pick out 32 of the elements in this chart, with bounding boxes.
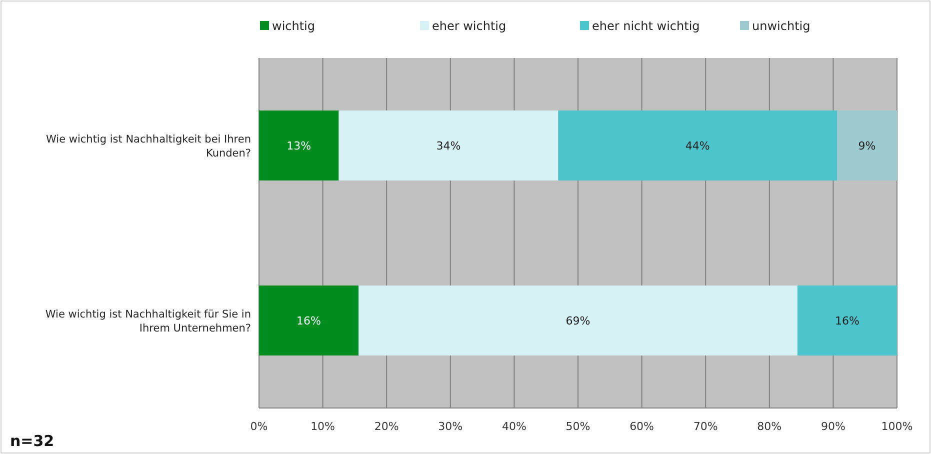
data-label: 16% bbox=[296, 314, 321, 328]
bar bbox=[558, 110, 838, 180]
x-tick-label: 40% bbox=[502, 420, 526, 433]
x-tick-label: 20% bbox=[374, 420, 399, 433]
x-tick-label: 10% bbox=[310, 420, 336, 433]
bar bbox=[259, 110, 339, 180]
data-label: 34% bbox=[436, 140, 461, 152]
legend-label: wichtig bbox=[272, 19, 316, 33]
x-tick-label: 90% bbox=[820, 420, 846, 433]
data-label: 16% bbox=[835, 314, 860, 328]
bar bbox=[338, 110, 558, 180]
x-tick-label: 30% bbox=[438, 420, 463, 433]
legend-label: eher wichtig bbox=[432, 19, 506, 33]
x-tick-label: 100% bbox=[881, 420, 913, 433]
x-tick-label: 70% bbox=[693, 420, 718, 433]
legend-label: unwichtig bbox=[752, 19, 810, 33]
data-label: 69% bbox=[566, 314, 590, 328]
bar bbox=[837, 110, 897, 180]
y-tick-label: Wie wichtig ist Nachhaltigkeit bei Ihren Kunden? bbox=[46, 134, 251, 160]
text: n=32 bbox=[10, 432, 54, 450]
x-tick-label: 60% bbox=[630, 420, 654, 433]
bar bbox=[259, 286, 359, 356]
data-label: 9% bbox=[858, 140, 876, 152]
x-tick-label: 80% bbox=[757, 420, 782, 433]
x-tick-label: 0% bbox=[250, 420, 268, 433]
y-tick-label: Wie wichtig ist Nachhaltigkeit für Sie in Ihrem Unternehmen? bbox=[45, 308, 251, 334]
bar bbox=[358, 286, 798, 356]
x-tick-label: 50% bbox=[566, 420, 590, 433]
data-label: 44% bbox=[685, 140, 710, 152]
bar bbox=[797, 286, 897, 356]
legend-label: eher nicht wichtig bbox=[592, 19, 700, 33]
data-label: 13% bbox=[286, 140, 312, 152]
